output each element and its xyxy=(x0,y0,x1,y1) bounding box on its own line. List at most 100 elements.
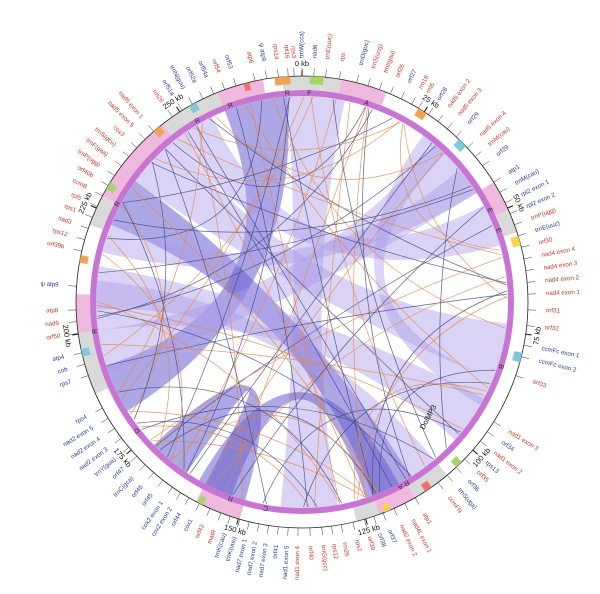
short-repeat-link-20 xyxy=(362,108,410,477)
short-repeat-link-18 xyxy=(133,161,167,420)
ring-segment-13 xyxy=(162,92,223,135)
gene-tick-20 xyxy=(499,188,507,193)
region-label-R: R xyxy=(402,478,410,487)
gene-label: atp8 xyxy=(46,307,59,314)
gene-tick-43 xyxy=(414,497,420,505)
ring-segment-2 xyxy=(338,79,387,106)
short-repeat-link-23 xyxy=(184,133,365,498)
gene-tick-99 xyxy=(188,97,193,105)
gene-block-16 xyxy=(243,82,252,92)
repeat-ribbon-11 xyxy=(102,169,477,268)
short-repeat-link-66 xyxy=(167,97,291,457)
gene-tick-93 xyxy=(122,151,130,157)
short-repeat-link-38 xyxy=(122,117,393,203)
gene-label: ψ atp9 xyxy=(257,43,267,63)
gene-tick-14 xyxy=(447,122,453,130)
gene-label: orf40 xyxy=(307,546,315,561)
gene-tick-76 xyxy=(95,407,103,413)
gene-tick-10 xyxy=(411,97,416,105)
short-repeat-link-32 xyxy=(159,410,377,494)
gene-tick-102 xyxy=(221,82,225,90)
short-repeat-link-9 xyxy=(205,153,444,484)
gene-tick-52 xyxy=(321,527,323,536)
short-repeat-link-47 xyxy=(103,97,314,357)
gene-tick-51 xyxy=(331,526,333,535)
gene-tick-74 xyxy=(107,428,115,434)
gene-tick-88 xyxy=(89,202,98,207)
gene-tick-9 xyxy=(400,91,405,99)
gene-tick-106 xyxy=(277,69,279,78)
gene-tick-75 xyxy=(101,418,109,423)
gene-label: orf53 xyxy=(223,54,234,70)
short-repeat-link-22 xyxy=(236,107,308,507)
gene-tick-16 xyxy=(467,142,474,149)
gene-tick-83 xyxy=(68,285,77,287)
scale-tick-100 xyxy=(472,449,478,455)
gene-label: rpl5 xyxy=(70,191,83,202)
gene-block-14 xyxy=(153,126,165,138)
region-label-A: A xyxy=(363,100,370,108)
gene-tick-95 xyxy=(139,133,146,140)
short-repeat-link-53 xyxy=(131,187,379,493)
scale-tick-225 xyxy=(90,205,97,209)
gene-tick-19 xyxy=(493,177,501,183)
gene-tick-37 xyxy=(479,440,487,447)
repeat-ribbon-9 xyxy=(96,280,435,481)
gene-block-12 xyxy=(79,255,89,265)
gene-label: rps14 xyxy=(271,44,280,61)
gene-tick-103 xyxy=(233,78,237,86)
short-repeat-link-44 xyxy=(439,167,458,448)
gene-tick-100 xyxy=(199,91,204,99)
gene-tick-67 xyxy=(167,486,173,494)
gene-tick-33 xyxy=(521,356,530,359)
short-repeat-link-6 xyxy=(151,162,507,284)
gene-label: nad4 exon 1 xyxy=(546,289,581,297)
gene-block-3 xyxy=(414,108,427,121)
short-repeat-link-54 xyxy=(187,131,392,487)
gene-tick-12 xyxy=(428,107,434,115)
gene-block-15 xyxy=(189,102,200,114)
region-label-R: R xyxy=(227,102,234,110)
gene-label: nad4 exon 2 xyxy=(545,274,580,284)
region-label-R: R xyxy=(285,90,291,97)
gene-tick-81 xyxy=(68,321,77,323)
short-repeat-link-67 xyxy=(117,122,203,394)
gene-tick-85 xyxy=(76,237,85,240)
repeat-ribbon-5 xyxy=(98,144,477,373)
short-repeat-link-55 xyxy=(215,115,443,180)
short-repeat-link-33 xyxy=(357,296,508,500)
gene-label: nad3 xyxy=(57,215,73,226)
short-repeat-link-4 xyxy=(97,310,412,476)
gene-tick-96 xyxy=(148,125,154,132)
gene-tick-39 xyxy=(464,458,471,465)
short-repeat-link-34 xyxy=(117,386,342,504)
gene-label: nad4 exon 3 xyxy=(543,260,578,272)
gene-label: nad1 exon 5 xyxy=(282,545,291,580)
gene-block-6 xyxy=(512,351,523,363)
gene-label: rrn26 xyxy=(341,542,350,558)
gene-tick-25 xyxy=(521,245,530,248)
repeat-ribbon-3 xyxy=(111,180,412,496)
short-repeat-link-31 xyxy=(310,97,425,467)
gene-tick-5 xyxy=(356,74,359,83)
scale-tick-250 xyxy=(176,106,181,113)
region-label-R: R xyxy=(194,117,202,126)
short-repeat-link-37 xyxy=(128,411,369,497)
scale-tick-75 xyxy=(525,333,532,336)
short-repeat-link-68 xyxy=(164,149,267,504)
ring-segment-12 xyxy=(102,123,172,203)
short-repeat-link-24 xyxy=(209,118,507,286)
ring-segment-9 xyxy=(78,331,109,394)
short-repeat-link-41 xyxy=(139,425,310,508)
gene-label: rps7 xyxy=(59,378,73,389)
short-repeat-link-25 xyxy=(273,98,506,329)
gene-label: orf54 xyxy=(210,58,222,74)
gene-tick-4 xyxy=(339,71,341,80)
short-repeat-link-19 xyxy=(151,440,366,498)
short-repeat-link-56 xyxy=(303,381,491,508)
gene-label: orf37 xyxy=(386,529,398,545)
gene-tick-36 xyxy=(486,431,494,437)
gene-block-7 xyxy=(450,456,462,468)
scale-label-200: 200 kb xyxy=(61,324,73,348)
scale-tick-200 xyxy=(72,333,79,336)
